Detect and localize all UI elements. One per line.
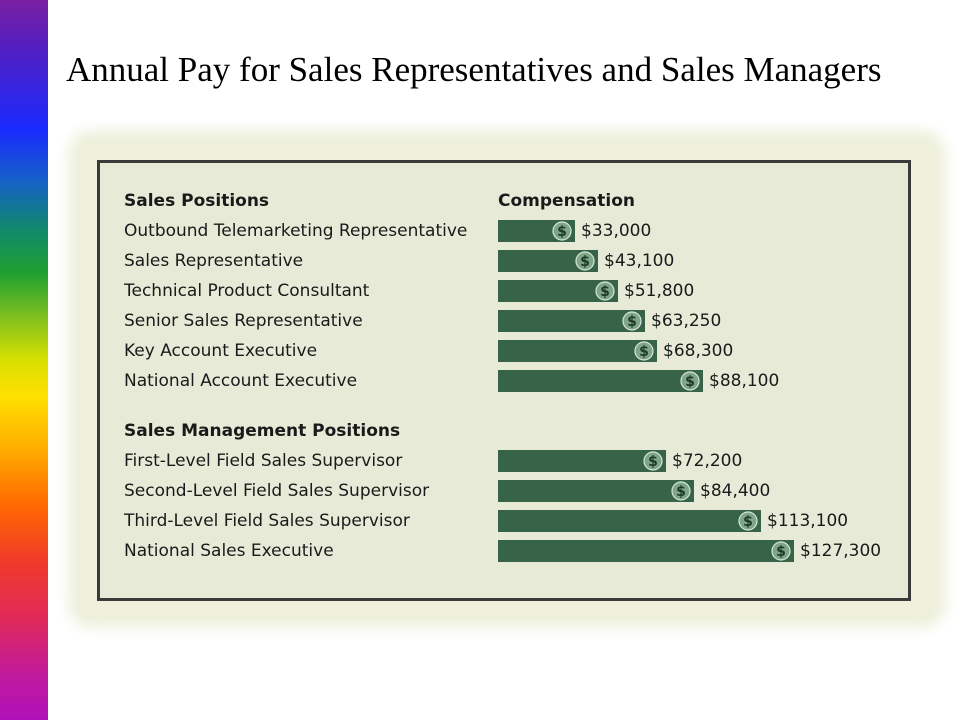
dollar-icon: $ — [595, 281, 615, 301]
svg-text:$: $ — [743, 514, 753, 530]
svg-text:$: $ — [600, 284, 610, 300]
header-sales-management-positions: Sales Management Positions — [124, 421, 401, 441]
compensation-value: $33,000 — [581, 221, 652, 241]
compensation-value: $127,300 — [800, 541, 882, 561]
dollar-icon: $ — [643, 451, 663, 471]
rainbow-sidebar — [0, 0, 48, 720]
position-label: Third-Level Field Sales Supervisor — [124, 511, 410, 531]
compensation-value: $68,300 — [663, 341, 734, 361]
compensation-value: $72,200 — [672, 451, 743, 471]
position-label: Key Account Executive — [124, 341, 318, 361]
slide-title: Annual Pay for Sales Representatives and… — [66, 50, 882, 89]
compensation-bar — [498, 250, 598, 272]
header-compensation: Compensation — [498, 191, 635, 211]
dollar-icon: $ — [552, 221, 572, 241]
compensation-value: $88,100 — [709, 371, 780, 391]
dollar-icon: $ — [680, 371, 700, 391]
svg-text:$: $ — [676, 484, 686, 500]
svg-text:$: $ — [648, 454, 658, 470]
compensation-value: $113,100 — [767, 511, 849, 531]
compensation-value: $51,800 — [624, 281, 695, 301]
position-label: National Account Executive — [124, 371, 358, 391]
svg-text:$: $ — [685, 374, 695, 390]
position-label: National Sales Executive — [124, 541, 334, 561]
position-label: Senior Sales Representative — [124, 311, 363, 331]
compensation-value: $43,100 — [604, 251, 675, 271]
position-label: Second-Level Field Sales Supervisor — [124, 481, 430, 501]
dollar-icon: $ — [622, 311, 642, 331]
svg-text:$: $ — [639, 344, 649, 360]
dollar-icon: $ — [671, 481, 691, 501]
dollar-icon: $ — [634, 341, 654, 361]
compensation-bar — [498, 450, 666, 472]
chart-panel: Sales Positions Compensation Sales Manag… — [97, 160, 911, 601]
compensation-bar — [498, 480, 694, 502]
compensation-bar — [498, 340, 657, 362]
svg-text:$: $ — [557, 224, 567, 240]
position-label: Sales Representative — [124, 251, 304, 271]
header-sales-positions: Sales Positions — [124, 191, 270, 211]
compensation-value: $84,400 — [700, 481, 771, 501]
position-label: Technical Product Consultant — [124, 281, 370, 301]
dollar-icon: $ — [738, 511, 758, 531]
dollar-icon: $ — [575, 251, 595, 271]
dollar-icon: $ — [771, 541, 791, 561]
compensation-bar — [498, 370, 703, 392]
compensation-bar — [498, 540, 794, 562]
compensation-value: $63,250 — [651, 311, 722, 331]
position-label: Outbound Telemarketing Representative — [124, 221, 468, 241]
svg-text:$: $ — [776, 544, 786, 560]
svg-text:$: $ — [580, 254, 590, 270]
svg-text:$: $ — [627, 314, 637, 330]
compensation-bar — [498, 280, 618, 302]
compensation-bar — [498, 510, 761, 532]
bar-chart: $$$$$$$$$$ — [498, 220, 794, 562]
position-label: First-Level Field Sales Supervisor — [124, 451, 403, 471]
compensation-bar — [498, 310, 645, 332]
